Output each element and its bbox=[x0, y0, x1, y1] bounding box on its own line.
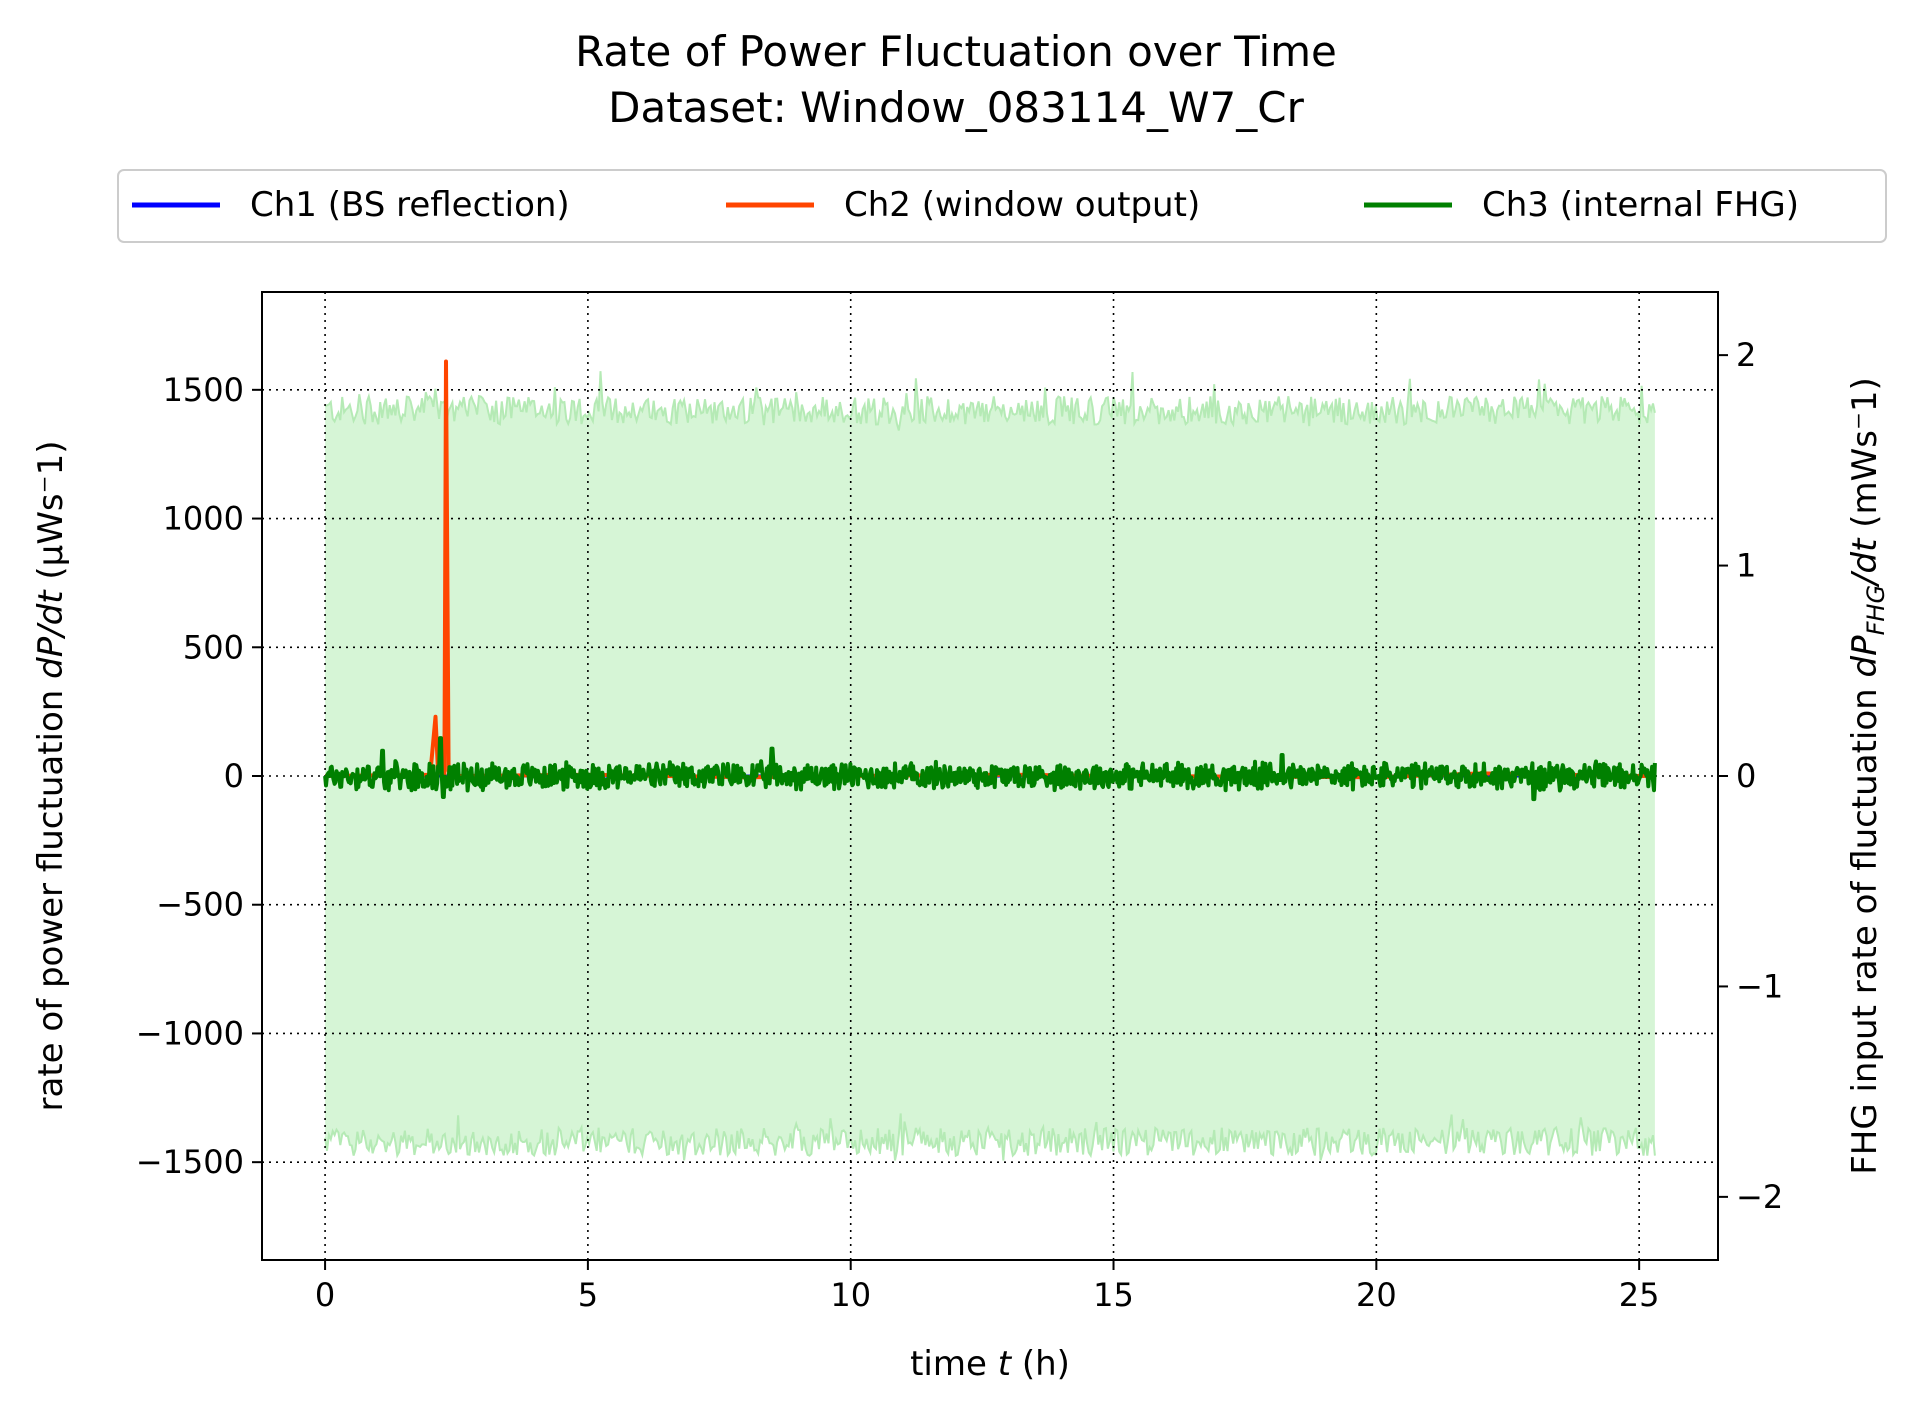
x-axis-ticks: 0 5 10 15 20 25 bbox=[315, 1260, 1660, 1314]
legend-frame bbox=[117, 169, 1887, 243]
ch3-line bbox=[323, 736, 1657, 802]
x-tick-label-2: 10 bbox=[830, 1276, 871, 1314]
chart-title: Rate of Power Fluctuation over Time bbox=[575, 27, 1337, 76]
y-axis-right-ticks: 2 1 0 −1 −2 bbox=[1718, 336, 1783, 1216]
legend-ch2-label: Ch2 (window output) bbox=[844, 185, 1200, 225]
x-axis-label: time t (h) bbox=[910, 1344, 1070, 1384]
y-left-tick-label-3: 0 bbox=[224, 757, 244, 795]
legend-ch1-label: Ch1 (BS reflection) bbox=[250, 185, 570, 225]
x-tick-label-0: 0 bbox=[315, 1276, 335, 1314]
y-right-tick-label-0: 2 bbox=[1736, 336, 1756, 374]
legend: Ch1 (BS reflection) Ch2 (window output) … bbox=[117, 169, 1887, 243]
x-tick-label-1: 5 bbox=[578, 1276, 598, 1314]
y-left-tick-label-2: 500 bbox=[183, 628, 244, 666]
y-left-tick-label-4: −500 bbox=[156, 886, 244, 924]
x-tick-label-4: 20 bbox=[1356, 1276, 1397, 1314]
y-left-tick-label-6: −1500 bbox=[136, 1143, 244, 1181]
x-tick-label-3: 15 bbox=[1093, 1276, 1134, 1314]
y-right-tick-label-3: −1 bbox=[1736, 967, 1783, 1005]
ch3-band-upper-edge bbox=[324, 371, 1656, 431]
legend-ch3-label: Ch3 (internal FHG) bbox=[1482, 185, 1799, 225]
y-axis-right-label: FHG input rate of fluctuation dPFHG/dt (… bbox=[1845, 377, 1890, 1175]
y-left-tick-label-1: 1000 bbox=[163, 500, 244, 538]
y-right-tick-label-4: −2 bbox=[1736, 1178, 1783, 1216]
y-left-tick-label-0: 1500 bbox=[163, 371, 244, 409]
ch3-band-lower-edge bbox=[324, 1113, 1656, 1161]
x-tick-label-5: 25 bbox=[1619, 1276, 1660, 1314]
y-left-tick-label-5: −1000 bbox=[136, 1014, 244, 1052]
chart-subtitle: Dataset: Window_083114_W7_Cr bbox=[608, 83, 1304, 132]
y-right-tick-label-1: 1 bbox=[1736, 547, 1756, 585]
y-right-tick-label-2: 0 bbox=[1736, 757, 1756, 795]
y-axis-left-label: rate of power fluctuation dP/dt (μWs⁻1) bbox=[31, 441, 71, 1112]
y-axis-left-ticks: 1500 1000 500 0 −500 −1000 −1500 bbox=[136, 371, 262, 1181]
series-lines bbox=[323, 359, 1657, 802]
